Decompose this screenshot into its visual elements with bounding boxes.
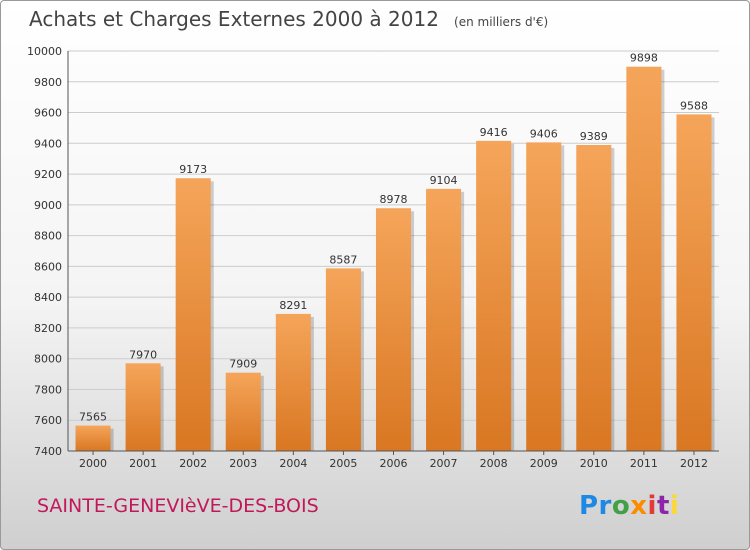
- x-tick-label: 2009: [530, 457, 558, 470]
- x-tick-label: 2000: [79, 457, 107, 470]
- data-labels: 7565 7970 9173 7909 8291 8587 8978 9104 9416 9406…: [79, 52, 708, 424]
- y-tick-label: 9400: [34, 137, 62, 150]
- data-label: 7909: [229, 358, 257, 371]
- x-tick-label: 2010: [580, 457, 608, 470]
- y-tick-label: 7600: [34, 414, 62, 427]
- bar: [526, 142, 562, 451]
- x-tick-label: 2008: [480, 457, 508, 470]
- bar: [576, 145, 612, 451]
- data-label: 9406: [530, 127, 558, 140]
- y-tick-label: 8000: [34, 353, 62, 366]
- y-tick-label: 9000: [34, 199, 62, 212]
- bars: [75, 66, 715, 451]
- bar: [275, 313, 311, 451]
- data-label: 9898: [630, 52, 658, 65]
- y-tick-label: 9200: [34, 168, 62, 181]
- x-tick-label: 2007: [430, 457, 458, 470]
- bar: [676, 114, 712, 451]
- x-tick-label: 2003: [229, 457, 257, 470]
- data-label: 8587: [329, 253, 357, 266]
- data-label: 9416: [480, 126, 508, 139]
- chart-title-block: Achats et Charges Externes 2000 à 2012 (…: [29, 7, 548, 31]
- data-label: 9389: [580, 130, 608, 143]
- chart-title: Achats et Charges Externes 2000 à 2012: [29, 7, 439, 31]
- bar: [626, 66, 662, 451]
- y-tick-label: 8400: [34, 291, 62, 304]
- bar: [476, 140, 512, 451]
- x-tick-label: 2006: [380, 457, 408, 470]
- x-tick-label: 2005: [329, 457, 357, 470]
- data-label: 9588: [680, 99, 708, 112]
- bar: [175, 178, 211, 451]
- proxiti-logo: Proxiti: [579, 491, 680, 521]
- x-tick-label: 2011: [630, 457, 658, 470]
- x-tick-label: 2002: [179, 457, 207, 470]
- y-tick-label: 7800: [34, 383, 62, 396]
- bar: [125, 363, 161, 451]
- x-tick-label: 2004: [279, 457, 307, 470]
- data-label: 7970: [129, 348, 157, 361]
- y-tick-label: 9800: [34, 76, 62, 89]
- bar: [325, 268, 361, 451]
- chart-unit: (en milliers d'€): [454, 15, 549, 29]
- y-tick-label: 8200: [34, 322, 62, 335]
- axes: 7400 7600 7800 8000 8200 8400 8600 8800 9000 9200…: [27, 45, 719, 470]
- data-label: 9104: [430, 174, 458, 187]
- y-tick-label: 7400: [34, 445, 62, 458]
- y-tick-label: 9600: [34, 107, 62, 120]
- x-tick-label: 2001: [129, 457, 157, 470]
- data-label: 8978: [380, 193, 408, 206]
- bar: [75, 425, 111, 451]
- x-tick-label: 2012: [680, 457, 708, 470]
- city-name: SAINTE-GENEVIèVE-DES-BOIS: [37, 495, 319, 517]
- y-tick-label: 10000: [27, 45, 62, 58]
- y-tick-label: 8600: [34, 260, 62, 273]
- bar: [426, 188, 462, 451]
- data-label: 8291: [279, 299, 307, 312]
- data-label: 7565: [79, 411, 107, 424]
- bar: [225, 372, 261, 451]
- bar: [375, 208, 412, 451]
- y-tick-label: 8800: [34, 230, 62, 243]
- data-label: 9173: [179, 163, 207, 176]
